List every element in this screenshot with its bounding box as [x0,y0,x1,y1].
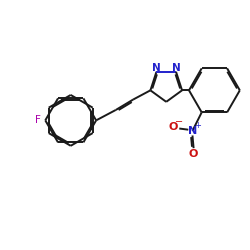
Text: O: O [168,122,177,132]
Text: N: N [152,62,161,72]
Text: N: N [172,62,180,72]
Text: +: + [194,121,201,130]
Text: −: − [174,116,183,126]
Text: N: N [188,126,197,136]
Text: O: O [189,149,198,159]
Text: F: F [35,116,41,126]
